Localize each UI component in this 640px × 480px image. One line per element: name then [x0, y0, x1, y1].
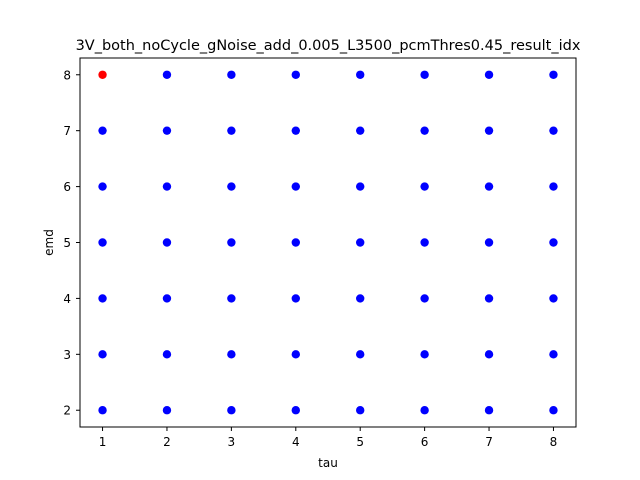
chart-title: 3V_both_noCycle_gNoise_add_0.005_L3500_p…	[76, 38, 581, 54]
data-point	[549, 70, 558, 79]
data-point	[227, 294, 236, 303]
data-point	[291, 238, 300, 247]
data-point	[227, 126, 236, 135]
data-point	[420, 238, 429, 247]
data-point	[484, 406, 494, 415]
x-tick-label: 3	[228, 435, 236, 449]
data-point	[356, 350, 365, 359]
data-point	[291, 126, 300, 135]
y-axis-label: emd	[42, 229, 56, 256]
data-point	[484, 126, 494, 135]
data-point	[420, 406, 429, 415]
data-point	[98, 182, 107, 191]
y-tick-label: 2	[63, 404, 71, 418]
data-point	[549, 350, 558, 359]
x-tick-label: 5	[356, 435, 364, 449]
data-point	[356, 406, 365, 415]
x-tick-label: 4	[292, 435, 300, 449]
data-point	[162, 182, 172, 191]
data-point	[549, 406, 558, 415]
data-point	[162, 294, 172, 303]
data-points	[98, 70, 558, 415]
data-point	[484, 70, 494, 79]
plot-area-frame	[79, 57, 577, 428]
data-point	[227, 406, 236, 415]
data-point	[291, 70, 300, 79]
data-point	[227, 182, 236, 191]
data-point	[98, 406, 107, 415]
data-point	[420, 350, 429, 359]
data-point	[420, 70, 429, 79]
x-tick-label: 6	[421, 435, 429, 449]
data-point	[162, 350, 172, 359]
data-point	[484, 294, 494, 303]
x-tick-label: 2	[163, 435, 171, 449]
data-point	[356, 182, 365, 191]
data-point	[98, 350, 107, 359]
data-point	[227, 238, 236, 247]
data-point	[227, 70, 236, 79]
data-point	[291, 182, 300, 191]
y-tick-label: 3	[63, 348, 71, 362]
y-tick-label: 4	[63, 292, 71, 306]
x-tick-label: 8	[550, 435, 558, 449]
y-tick-label: 5	[63, 236, 71, 250]
x-tick-label: 7	[485, 435, 493, 449]
x-axis-label: tau	[318, 456, 338, 470]
highlighted-data-point	[98, 70, 107, 79]
data-point	[356, 294, 365, 303]
data-point	[356, 238, 365, 247]
data-point	[484, 350, 494, 359]
data-point	[291, 294, 300, 303]
data-point	[420, 294, 429, 303]
data-point	[162, 126, 172, 135]
data-point	[162, 238, 172, 247]
data-point	[98, 238, 107, 247]
data-point	[162, 70, 172, 79]
data-point	[227, 350, 236, 359]
data-point	[98, 126, 107, 135]
y-tick-label: 6	[63, 180, 71, 194]
data-point	[549, 126, 558, 135]
data-point	[291, 406, 300, 415]
x-tick-label: 1	[99, 435, 107, 449]
data-point	[291, 350, 300, 359]
data-point	[549, 182, 558, 191]
data-point	[356, 70, 365, 79]
data-point	[420, 182, 429, 191]
data-point	[484, 238, 494, 247]
data-point	[356, 126, 365, 135]
y-tick-label: 8	[63, 68, 71, 82]
data-point	[549, 238, 558, 247]
y-tick-label: 7	[63, 124, 71, 138]
data-point	[484, 182, 494, 191]
data-point	[549, 294, 558, 303]
data-point	[98, 294, 107, 303]
axis-ticks: 1 2 3 4 5 6 7 8 2 3 4 5 6 7 8	[63, 68, 557, 449]
data-point	[162, 406, 172, 415]
data-point	[420, 126, 429, 135]
